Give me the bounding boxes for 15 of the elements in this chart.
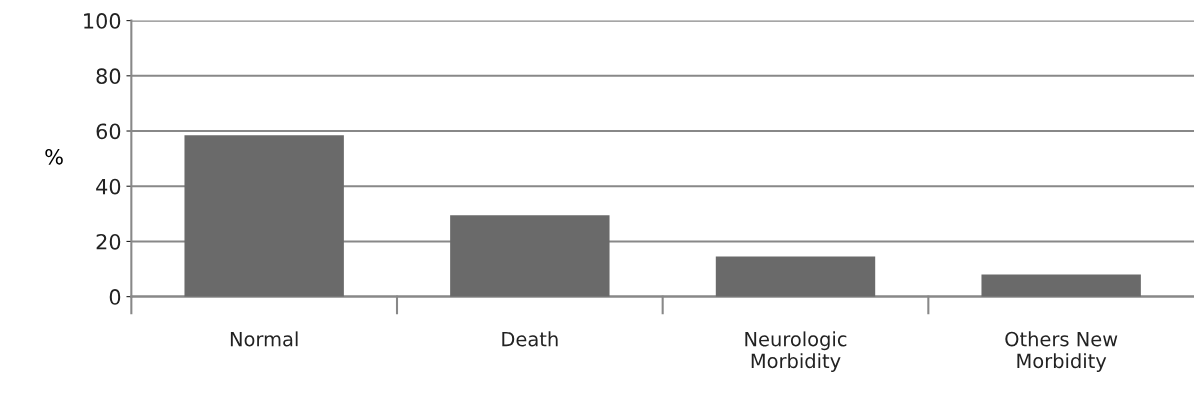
y-axis-title: % [45,148,63,165]
bar [184,135,344,297]
y-tick-label: 0 [109,289,121,305]
y-tick-label: 80 [96,68,121,85]
x-tick-label: Normal [230,331,298,347]
bar [450,215,610,297]
bar [715,256,876,297]
x-tick-label: Neurologic Morbidity [745,331,847,372]
x-tick-label: Others New Morbidity [1005,331,1118,372]
y-tick-label: 100 [84,13,121,29]
y-tick-label: 20 [96,233,121,250]
y-tick-label: 60 [96,123,121,140]
y-tick-label: 40 [96,178,121,195]
bar [981,274,1141,297]
x-tick-label: Death [502,331,558,347]
